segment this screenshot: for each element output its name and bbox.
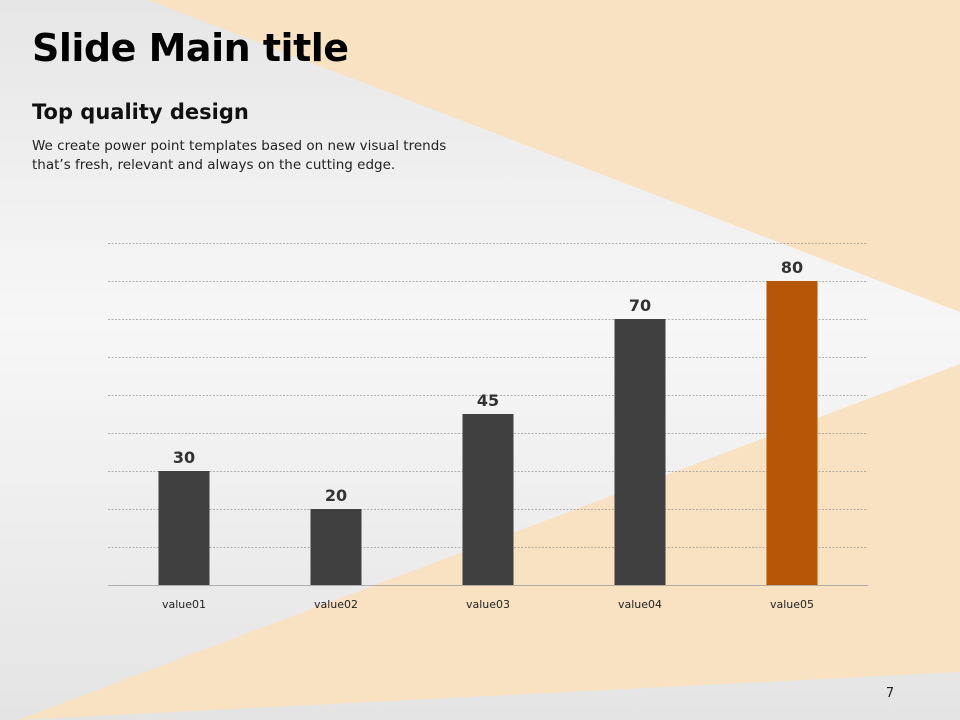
bar-value05 bbox=[766, 281, 818, 585]
bar-value03 bbox=[462, 414, 514, 585]
data-label-value02: 20 bbox=[325, 486, 347, 505]
x-tick-label-value05: value05 bbox=[770, 598, 814, 611]
slide-title: Slide Main title bbox=[32, 26, 349, 70]
data-label-value03: 45 bbox=[477, 391, 499, 410]
bar-value04 bbox=[614, 319, 666, 585]
x-tick-label-value02: value02 bbox=[314, 598, 358, 611]
data-label-value01: 30 bbox=[173, 448, 195, 467]
bar-value01 bbox=[158, 471, 210, 585]
slide-body-text: We create power point templates based on… bbox=[32, 138, 447, 173]
accent-band-top bbox=[148, 0, 960, 312]
data-label-value04: 70 bbox=[629, 296, 651, 315]
data-label-value05: 80 bbox=[781, 258, 803, 277]
slide-subtitle: Top quality design bbox=[32, 100, 249, 124]
x-tick-label-value03: value03 bbox=[466, 598, 510, 611]
page-number: 7 bbox=[885, 686, 895, 701]
bar-value02 bbox=[310, 509, 362, 585]
x-tick-label-value04: value04 bbox=[618, 598, 662, 611]
x-tick-label-value01: value01 bbox=[162, 598, 206, 611]
